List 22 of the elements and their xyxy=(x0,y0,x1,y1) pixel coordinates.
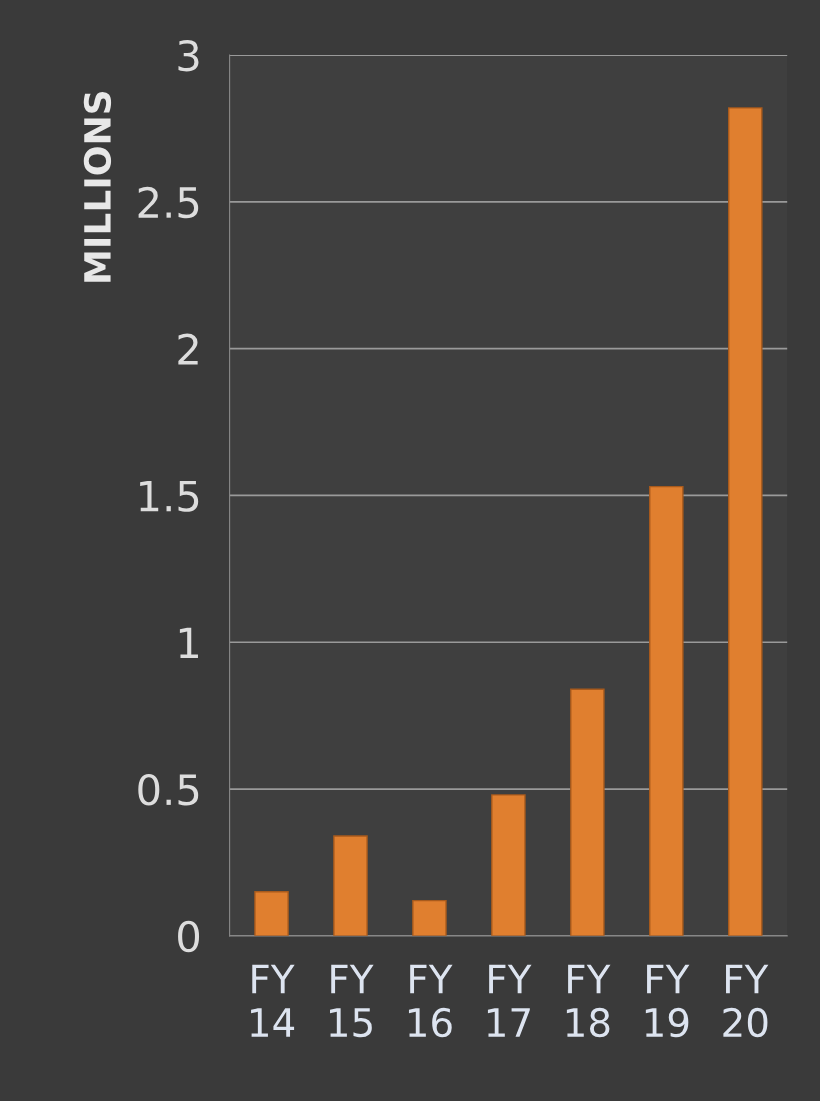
x-tick-label: FY 16 xyxy=(408,964,453,1038)
y-tick-label: 1 xyxy=(179,627,198,659)
y-tick-label: 0.5 xyxy=(138,773,199,806)
bar xyxy=(649,485,684,936)
x-tick-label: FY 14 xyxy=(251,964,295,1037)
bar xyxy=(727,107,763,936)
x-tick-label: FY 18 xyxy=(566,964,611,1038)
y-tick-label: 2 xyxy=(178,333,198,365)
y-axis-title: MILLIONS xyxy=(83,91,112,282)
x-tick-label: FY 17 xyxy=(487,964,532,1037)
y-tick-label: 3 xyxy=(178,39,199,72)
y-tick-label: 1.5 xyxy=(140,480,199,512)
bar xyxy=(254,891,289,936)
x-tick-label: FY 19 xyxy=(645,964,690,1038)
bar xyxy=(333,835,368,936)
bar xyxy=(570,688,605,936)
x-tick-label: FY 15 xyxy=(330,964,374,1038)
bar xyxy=(491,794,526,936)
y-tick-label: 2.5 xyxy=(138,186,199,219)
y-tick-label: 0 xyxy=(178,920,200,953)
bar xyxy=(412,899,447,936)
x-tick-label: FY 20 xyxy=(723,964,769,1038)
